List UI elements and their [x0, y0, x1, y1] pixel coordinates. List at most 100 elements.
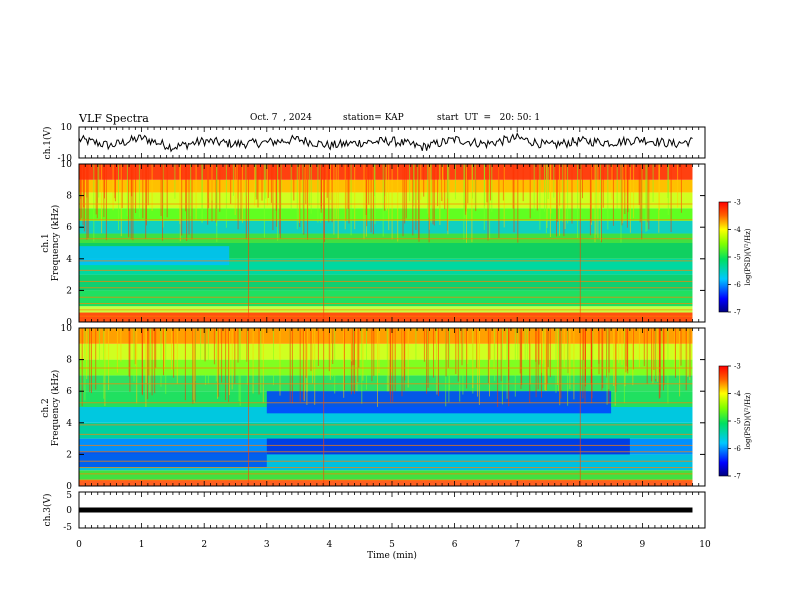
ch1-colorbar-tick-label: -7 — [734, 309, 741, 317]
spectrogram-streak — [521, 328, 523, 385]
spectrogram-streak — [160, 164, 162, 216]
ch2-spectrogram-ytick-tick-label: 10 — [61, 324, 73, 334]
spectrogram-streak — [467, 164, 469, 204]
spectrogram-streak — [606, 328, 607, 378]
ch2-spectrogram-ytick-tick-label: 2 — [66, 450, 72, 460]
spectrogram-streak — [95, 164, 97, 215]
spectrogram-line — [79, 219, 693, 221]
spectrogram-streak — [573, 328, 575, 400]
spectrogram-band — [266, 438, 630, 455]
spectrogram-streak — [632, 328, 634, 370]
spectrogram-streak — [550, 164, 552, 214]
spectrogram-streak — [539, 164, 541, 230]
spectrogram-streak — [632, 328, 634, 386]
spectrogram-streak — [149, 328, 151, 372]
spectrogram-streak — [254, 164, 256, 206]
ch2-colorbar-tick-label: -5 — [734, 418, 741, 426]
spectrogram-streak — [217, 328, 218, 399]
spectrogram-streak — [320, 164, 322, 207]
spectrogram-streak — [611, 164, 613, 200]
spectrogram-streak — [412, 164, 414, 236]
spectrogram-streak — [513, 164, 515, 233]
spectrogram-streak — [120, 328, 122, 362]
spectrogram-streak — [646, 328, 648, 384]
spectrogram-streak — [478, 328, 480, 405]
spectrogram-streak — [162, 164, 163, 241]
spectrogram-streak — [392, 328, 394, 402]
spectrogram-streak — [267, 164, 269, 198]
spectrogram-streak — [89, 328, 91, 393]
spectrogram-streak — [171, 328, 172, 370]
spectrogram-streak — [555, 328, 557, 393]
spectrogram-streak — [409, 164, 411, 202]
spectrogram-streak — [312, 328, 314, 384]
spectrogram-streak — [489, 164, 491, 240]
spectrogram-streak — [560, 328, 562, 399]
spectrogram-streak — [219, 164, 221, 212]
spectrogram-line — [79, 260, 693, 262]
spectrogram-streak — [415, 328, 417, 371]
spectrogram-line — [79, 309, 693, 311]
spectrogram-streak — [207, 328, 209, 384]
spectrogram-streak — [145, 328, 147, 407]
spectrogram-streak — [348, 164, 350, 224]
spectrogram-streak — [404, 328, 406, 381]
spectrogram-streak — [655, 328, 657, 379]
spectrogram-streak — [444, 164, 446, 210]
spectrogram-streak — [378, 328, 380, 373]
spectrogram-streak — [165, 328, 167, 394]
spectrogram-streak — [261, 164, 263, 201]
spectrogram-band — [79, 451, 267, 468]
spectrogram-streak — [245, 164, 247, 240]
spectrogram-streak — [427, 328, 429, 388]
spectrogram-streak — [207, 164, 209, 225]
spectrogram-streak — [289, 328, 291, 402]
spectrogram-line — [79, 203, 693, 205]
spectrogram-streak — [520, 328, 522, 390]
ch1-waveform-ylabel: ch.1(V) — [42, 127, 53, 160]
spectrogram-streak — [334, 328, 336, 394]
spectrogram-streak — [302, 328, 304, 400]
spectrogram-streak — [192, 328, 194, 404]
spectrogram-streak — [618, 328, 620, 364]
spectrogram-streak — [680, 328, 682, 366]
spectrogram-streak — [462, 328, 464, 395]
ch1-waveform-trace — [78, 132, 693, 153]
spectrogram-line — [323, 164, 325, 322]
spectrogram-streak — [464, 164, 466, 219]
spectrogram-streak — [330, 164, 331, 200]
spectrogram-streak — [503, 164, 505, 228]
spectrogram-streak — [675, 328, 676, 378]
spectrogram-streak — [215, 164, 217, 223]
spectrogram-streak — [231, 328, 233, 390]
spectrogram-streak — [402, 164, 404, 237]
spectrogram-streak — [211, 164, 213, 201]
spectrogram-streak — [545, 328, 547, 391]
spectrogram-streak — [493, 328, 495, 370]
spectrogram-streak — [305, 164, 307, 204]
spectrogram-streak — [217, 328, 219, 397]
spectrogram-streak — [517, 328, 519, 372]
spectrogram-streak — [344, 164, 346, 230]
spectrogram-streak — [258, 328, 260, 395]
spectrogram-streak — [524, 328, 526, 363]
spectrogram-streak — [361, 328, 363, 404]
spectrogram-line — [579, 328, 581, 486]
spectrogram-streak — [537, 328, 539, 390]
spectrogram-band — [79, 220, 693, 234]
spectrogram-streak — [103, 328, 105, 399]
spectrogram-streak — [317, 164, 319, 223]
spectrogram-streak — [471, 164, 473, 243]
spectrogram-streak — [306, 328, 308, 405]
spectrogram-streak — [433, 328, 434, 378]
ch2-spectrogram-ylabel: Frequency (kHz) — [50, 370, 61, 447]
spectrogram-streak — [236, 164, 238, 199]
spectrogram-streak — [613, 328, 615, 386]
spectrogram-streak — [541, 328, 543, 373]
spectrogram-streak — [476, 328, 478, 369]
spectrogram-streak — [87, 164, 89, 238]
spectrogram-streak — [151, 328, 153, 396]
spectrogram-streak — [546, 164, 548, 228]
spectrogram-streak — [357, 328, 359, 382]
spectrogram-streak — [418, 164, 420, 239]
